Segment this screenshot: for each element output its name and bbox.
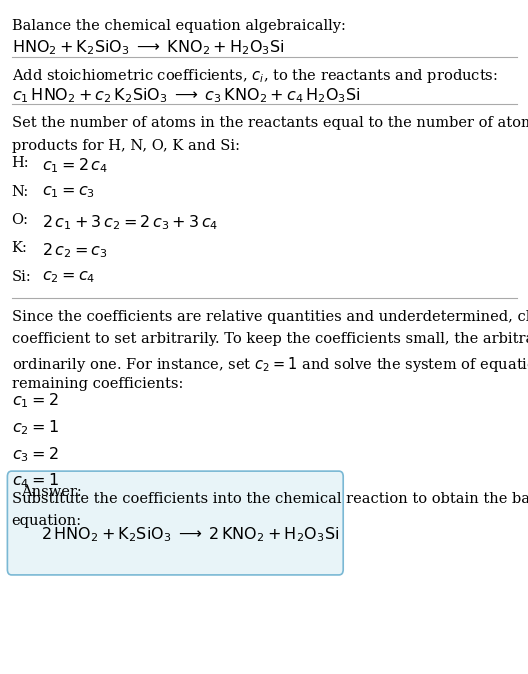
Text: products for H, N, O, K and Si:: products for H, N, O, K and Si:: [12, 139, 240, 153]
Text: $c_1 = 2\,c_4$: $c_1 = 2\,c_4$: [42, 156, 108, 175]
Text: $c_2 = c_4$: $c_2 = c_4$: [42, 270, 96, 285]
Text: $c_3 = 2$: $c_3 = 2$: [12, 445, 58, 464]
Text: $\mathrm{HNO_2 + K_2SiO_3 \;\longrightarrow\; KNO_2 + H_2O_3Si}$: $\mathrm{HNO_2 + K_2SiO_3 \;\longrightar…: [12, 38, 284, 57]
Text: Substitute the coefficients into the chemical reaction to obtain the balanced: Substitute the coefficients into the che…: [12, 492, 528, 506]
Text: Si:: Si:: [12, 270, 31, 284]
Text: $c_2 = 1$: $c_2 = 1$: [12, 418, 59, 437]
Text: K:: K:: [12, 241, 27, 255]
Text: $2\,c_2 = c_3$: $2\,c_2 = c_3$: [42, 241, 108, 260]
Text: equation:: equation:: [12, 514, 82, 528]
Text: $c_1\, \mathrm{HNO_2} + c_2\, \mathrm{K_2SiO_3} \;\longrightarrow\; c_3\, \mathr: $c_1\, \mathrm{HNO_2} + c_2\, \mathrm{K_…: [12, 86, 360, 105]
Text: Set the number of atoms in the reactants equal to the number of atoms in the: Set the number of atoms in the reactants…: [12, 116, 528, 130]
Text: coefficient to set arbitrarily. To keep the coefficients small, the arbitrary va: coefficient to set arbitrarily. To keep …: [12, 332, 528, 346]
Text: Add stoichiometric coefficients, $c_i$, to the reactants and products:: Add stoichiometric coefficients, $c_i$, …: [12, 67, 497, 86]
Text: N:: N:: [12, 185, 29, 199]
Text: $c_1 = 2$: $c_1 = 2$: [12, 391, 58, 410]
Text: Answer:: Answer:: [21, 485, 82, 499]
Text: ordinarily one. For instance, set $c_2 = 1$ and solve the system of equations fo: ordinarily one. For instance, set $c_2 =…: [12, 355, 528, 373]
Text: H:: H:: [12, 156, 29, 171]
Text: $2\,c_1 + 3\,c_2 = 2\,c_3 + 3\,c_4$: $2\,c_1 + 3\,c_2 = 2\,c_3 + 3\,c_4$: [42, 213, 219, 232]
Text: remaining coefficients:: remaining coefficients:: [12, 377, 183, 391]
Text: $c_1 = c_3$: $c_1 = c_3$: [42, 185, 95, 200]
Text: Since the coefficients are relative quantities and underdetermined, choose a: Since the coefficients are relative quan…: [12, 310, 528, 324]
Text: $2\, \mathrm{HNO_2} + \mathrm{K_2SiO_3} \;\longrightarrow\; 2\, \mathrm{KNO_2} +: $2\, \mathrm{HNO_2} + \mathrm{K_2SiO_3} …: [41, 525, 339, 543]
Text: $c_4 = 1$: $c_4 = 1$: [12, 472, 59, 491]
Text: O:: O:: [12, 213, 29, 227]
FancyBboxPatch shape: [7, 471, 343, 575]
Text: Balance the chemical equation algebraically:: Balance the chemical equation algebraica…: [12, 19, 345, 33]
